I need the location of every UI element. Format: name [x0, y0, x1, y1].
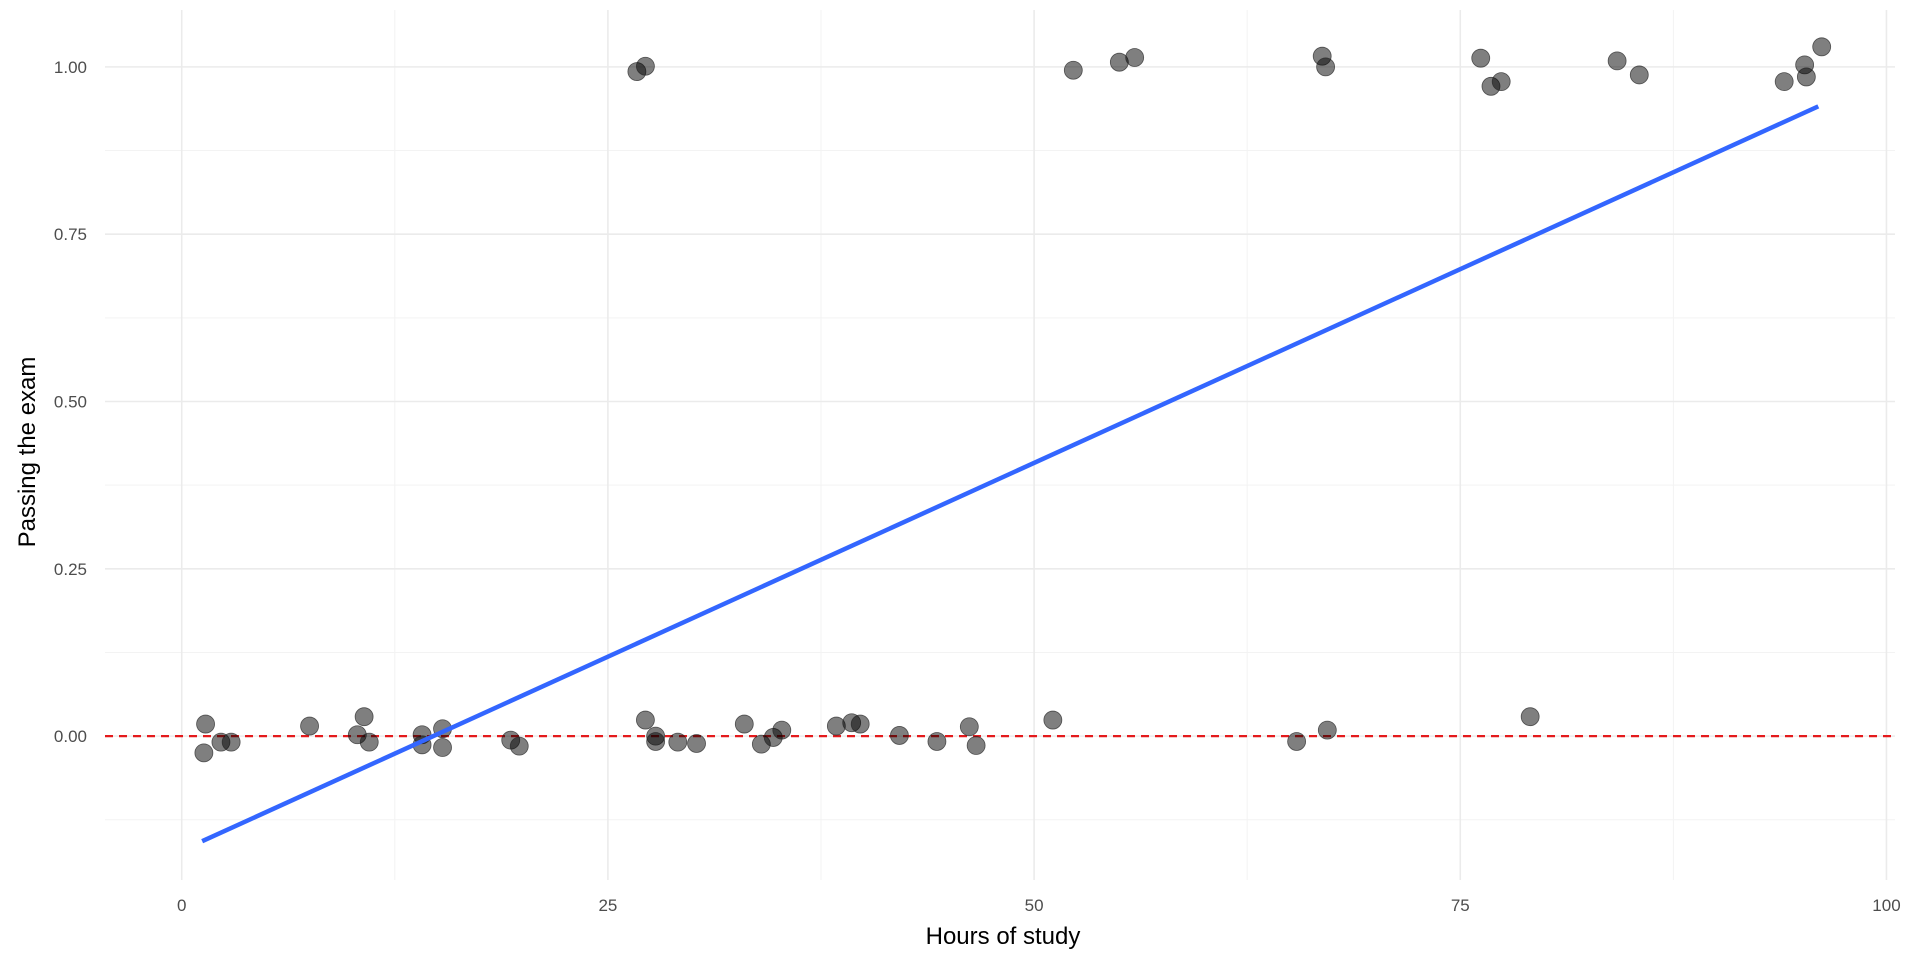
x-axis-title: Hours of study	[926, 923, 1081, 950]
data-point	[1774, 72, 1794, 92]
data-point	[1063, 60, 1083, 80]
data-point	[636, 710, 655, 730]
data-point	[1287, 732, 1307, 751]
data-point	[890, 726, 909, 745]
data-point	[646, 732, 666, 751]
major-gridlines	[105, 10, 1895, 880]
fit-line	[201, 104, 1820, 844]
data-point	[1125, 48, 1145, 67]
data-point	[927, 732, 947, 751]
data-point	[221, 732, 241, 752]
data-point	[1607, 51, 1627, 71]
data-point	[850, 714, 870, 734]
data-point	[194, 743, 214, 763]
data-point	[1812, 37, 1832, 57]
fit-line-layer	[201, 104, 1820, 844]
x-tick-label: 50	[1025, 896, 1044, 915]
data-point	[734, 714, 754, 734]
y-tick-label: 0.00	[54, 727, 87, 746]
y-axis-title: Passing the exam	[14, 357, 41, 548]
data-point	[1491, 72, 1511, 92]
data-point	[196, 714, 215, 734]
data-point	[1043, 710, 1063, 730]
y-axis-tick-labels: 0.00 0.25 0.50 0.75 1.00	[54, 58, 87, 746]
data-point	[354, 707, 374, 727]
x-tick-label: 75	[1451, 896, 1470, 915]
data-point	[687, 734, 706, 753]
y-tick-label: 1.00	[54, 58, 87, 77]
minor-gridlines	[105, 10, 1895, 880]
data-point	[1796, 67, 1816, 87]
x-tick-label: 25	[598, 896, 617, 915]
y-tick-label: 0.75	[54, 225, 87, 244]
data-point	[433, 738, 452, 757]
data-point	[668, 732, 688, 752]
y-tick-label: 0.25	[54, 560, 87, 579]
x-axis-tick-labels: 0 25 50 75 100	[177, 896, 1901, 915]
x-tick-label: 0	[177, 896, 186, 915]
data-point	[1471, 48, 1491, 68]
data-point	[966, 736, 986, 755]
data-point	[1316, 57, 1336, 77]
data-point	[959, 717, 979, 737]
data-point	[1520, 707, 1540, 727]
data-point	[826, 716, 846, 736]
data-point	[772, 720, 792, 740]
y-tick-label: 0.50	[54, 393, 87, 412]
data-point	[359, 732, 379, 752]
data-point	[636, 56, 655, 76]
data-point	[509, 736, 529, 756]
x-tick-label: 100	[1872, 896, 1900, 915]
points-layer	[194, 37, 1832, 763]
data-point	[300, 716, 319, 736]
data-point	[1317, 720, 1337, 740]
data-point	[1629, 65, 1649, 85]
